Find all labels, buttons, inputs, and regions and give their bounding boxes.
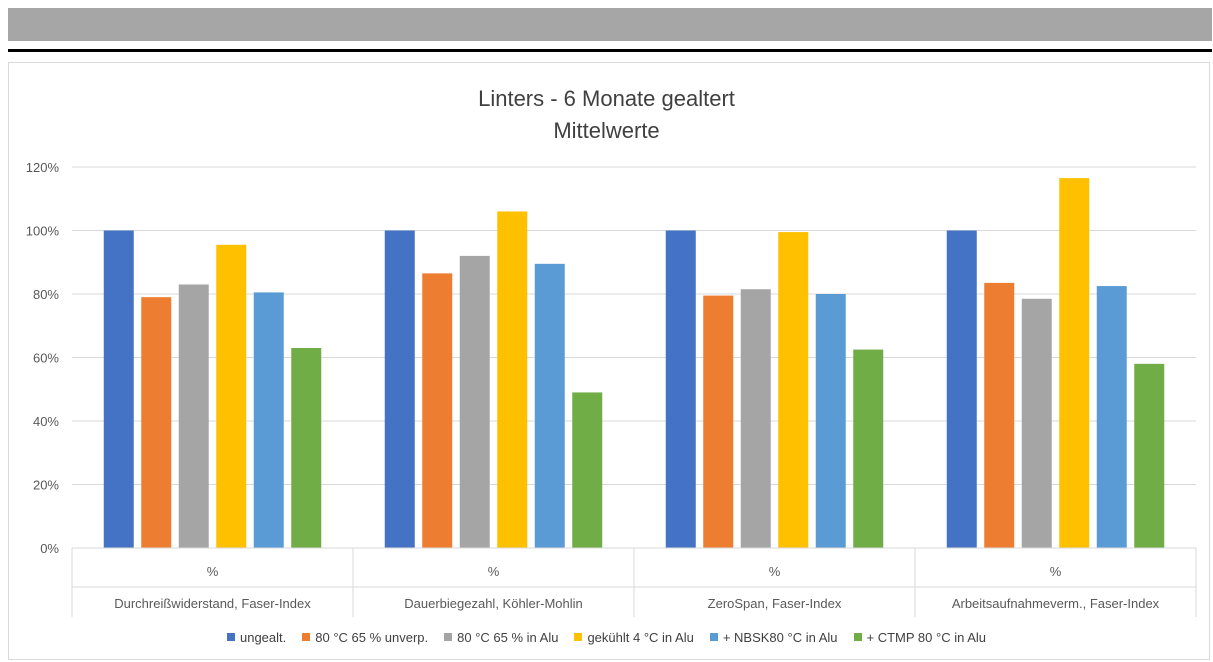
bar — [422, 273, 453, 548]
legend-item: gekühlt 4 °C in Alu — [574, 627, 694, 647]
bar — [815, 294, 846, 548]
y-tick-label: 0% — [40, 541, 59, 556]
y-tick-label: 120% — [26, 160, 60, 175]
legend-item: ungealt. — [226, 627, 287, 647]
legend-item: 80 °C 65 % unverp. — [302, 627, 428, 647]
bar — [853, 349, 884, 548]
x-tick-label: ZeroSpan, Faser-Index — [708, 596, 842, 611]
x-tick-label-unit: % — [488, 564, 500, 579]
x-tick-label-unit: % — [1050, 564, 1062, 579]
bar — [665, 230, 696, 548]
legend-swatch — [444, 633, 453, 641]
bar — [459, 255, 490, 548]
y-tick-label: 20% — [33, 478, 59, 493]
y-tick-label: 60% — [33, 351, 59, 366]
bar — [778, 232, 809, 548]
bar — [1059, 178, 1090, 549]
bar — [384, 230, 415, 548]
chart-legend: ungealt. 80 °C 65 % unverp. 80 °C 65 % in … — [0, 627, 1213, 647]
y-tick-label: 80% — [33, 287, 59, 302]
legend-swatch — [226, 633, 235, 641]
bar — [1134, 363, 1165, 548]
bar — [572, 392, 603, 548]
legend-label: 80 °C 65 % in Alu — [457, 629, 559, 645]
legend-label: + CTMP 80 °C in Alu — [866, 629, 986, 645]
bar — [1096, 286, 1127, 548]
legend-label: ungealt. — [239, 629, 287, 645]
x-tick-label-unit: % — [207, 564, 219, 579]
bar — [1021, 298, 1052, 548]
bar — [534, 263, 565, 548]
bar — [291, 347, 322, 548]
bar — [141, 297, 172, 548]
y-tick-label: 100% — [26, 224, 60, 239]
legend-item: 80 °C 65 % in Alu — [444, 627, 558, 647]
bar — [740, 289, 771, 548]
bar — [946, 230, 977, 548]
legend-label: + NBSK80 °C in Alu — [722, 629, 838, 645]
legend-swatch — [302, 633, 311, 641]
top-banner — [8, 8, 1212, 41]
bar — [103, 230, 134, 548]
x-tick-label: Arbeitsaufnahmeverm., Faser-Index — [952, 596, 1160, 611]
chart-area — [8, 62, 1210, 660]
legend-item: + CTMP 80 °C in Alu — [853, 627, 986, 647]
legend-swatch — [709, 633, 718, 641]
bar — [178, 284, 209, 548]
separator-line — [8, 49, 1212, 52]
legend-label: gekühlt 4 °C in Alu — [587, 629, 694, 645]
bar — [253, 292, 284, 548]
legend-item: + NBSK80 °C in Alu — [709, 627, 838, 647]
x-tick-label-unit: % — [769, 564, 781, 579]
y-tick-label: 40% — [33, 414, 59, 429]
bar — [703, 295, 734, 548]
bar — [216, 244, 247, 548]
legend-swatch — [853, 633, 862, 641]
chart-title: Linters - 6 Monate gealtert — [478, 86, 735, 111]
bar — [984, 282, 1015, 548]
legend-swatch — [574, 633, 583, 641]
bar — [497, 211, 528, 548]
x-tick-label: Durchreißwiderstand, Faser-Index — [114, 596, 311, 611]
chart-subtitle: Mittelwerte — [553, 118, 660, 143]
x-tick-label: Dauerbiegezahl, Köhler-Mohlin — [404, 596, 583, 611]
legend-label: 80 °C 65 % unverp. — [315, 629, 429, 645]
